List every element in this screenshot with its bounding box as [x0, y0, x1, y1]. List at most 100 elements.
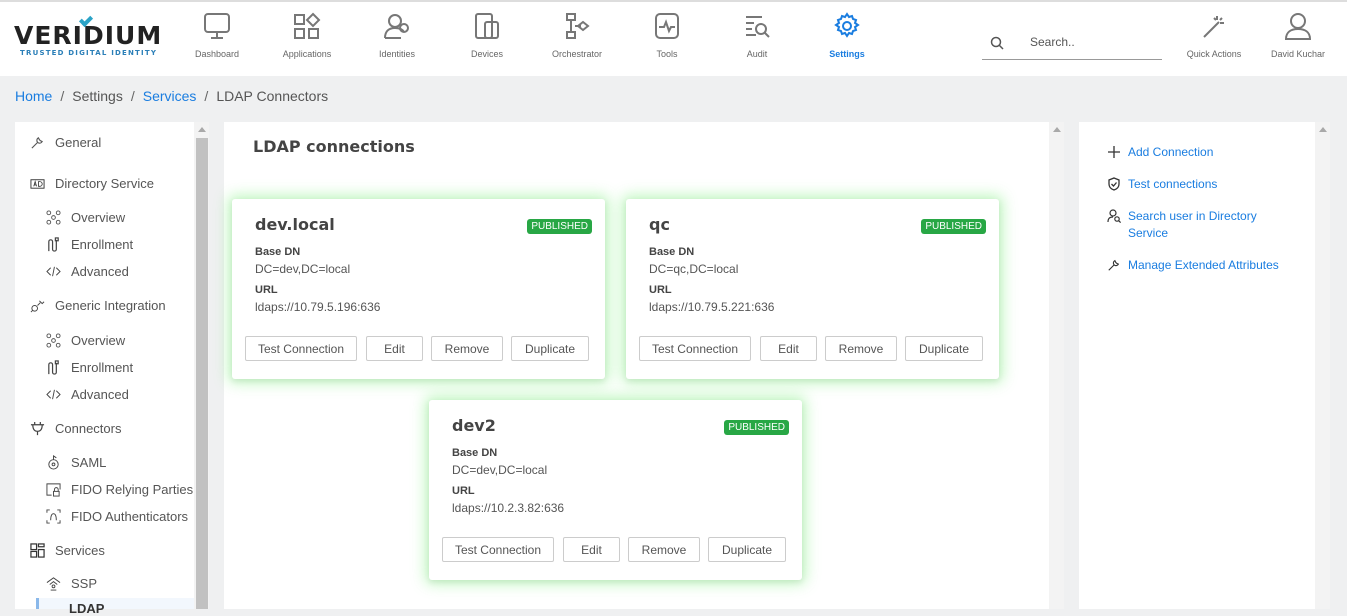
sidebar-item-saml[interactable]: SAML [46, 455, 106, 470]
sidebar-item-general[interactable]: General [30, 135, 101, 150]
duplicate-button[interactable]: Duplicate [905, 336, 983, 361]
wrench-icon [1108, 259, 1120, 271]
lock-screen-icon [46, 483, 61, 497]
nav-label: Audit [746, 49, 768, 59]
nav-applications[interactable]: Applications [265, 12, 349, 59]
sidebar-label: Overview [71, 333, 126, 348]
status-badge: PUBLISHED [527, 219, 592, 234]
settings-sidebar [15, 122, 195, 609]
breadcrumb-current: LDAP Connectors [216, 88, 329, 104]
manage-extended-attributes-link[interactable]: Manage Extended Attributes [1107, 257, 1297, 274]
user-menu[interactable]: David Kuchar [1258, 12, 1338, 59]
sidebar-item-ldap[interactable]: LDAP [36, 598, 194, 616]
scroll-up-arrow[interactable] [1319, 127, 1327, 132]
base-dn-label: Base DN [255, 246, 301, 258]
user-icon [1284, 13, 1312, 40]
nav-orchestrator[interactable]: Orchestrator [535, 12, 619, 59]
monitor-icon [204, 13, 230, 39]
url-label: URL [649, 284, 672, 296]
nav-audit[interactable]: Audit [715, 12, 799, 59]
sidebar-item-gi-overview[interactable]: Overview [46, 333, 125, 348]
enrollment-icon [48, 360, 59, 375]
sidebar-label: Advanced [71, 387, 129, 402]
sidebar-item-ds-advanced[interactable]: Advanced [46, 264, 129, 279]
remove-button[interactable]: Remove [628, 537, 700, 562]
sidebar-label: Overview [71, 210, 126, 225]
sidebar-label: Generic Integration [55, 298, 166, 313]
sidebar-label: FIDO Relying Parties [71, 482, 194, 497]
sidebar-label: Enrollment [71, 360, 134, 375]
test-connection-button[interactable]: Test Connection [639, 336, 751, 361]
base-dn-value: DC=qc,DC=local [649, 262, 739, 276]
search-user-link[interactable]: Search user in Directory Service [1107, 208, 1297, 242]
breadcrumb-home[interactable]: Home [15, 88, 53, 104]
sidebar-item-ds-enrollment[interactable]: Enrollment [46, 237, 133, 252]
test-connections-link[interactable]: Test connections [1107, 176, 1297, 193]
sidebar-label: Enrollment [71, 237, 134, 252]
overview-icon [46, 333, 61, 348]
duplicate-button[interactable]: Duplicate [708, 537, 786, 562]
sidebar-item-connectors[interactable]: Connectors [30, 421, 121, 436]
sidebar-item-directory-service[interactable]: Directory Service [30, 176, 154, 191]
sidebar-item-fido-relying-parties[interactable]: FIDO Relying Parties [46, 482, 193, 497]
users-icon [384, 14, 409, 39]
nav-identities[interactable]: Identities [355, 12, 439, 59]
sidebar-label: Directory Service [55, 176, 154, 191]
veridium-logo[interactable]: VERIDIUM TRUSTED DIGITAL IDENTITY [14, 12, 162, 58]
sidebar-label: Services [55, 543, 105, 558]
main-scrollbar[interactable] [1049, 122, 1064, 609]
test-connection-button[interactable]: Test Connection [442, 537, 554, 562]
nav-settings[interactable]: Settings [805, 12, 889, 59]
sidebar-item-gi-enrollment[interactable]: Enrollment [46, 360, 133, 375]
ad-icon [30, 179, 45, 189]
url-label: URL [452, 485, 475, 497]
sidebar-item-fido-authenticators[interactable]: FIDO Authenticators [46, 509, 188, 524]
action-label: Search user in Directory Service [1128, 209, 1257, 240]
edit-button[interactable]: Edit [366, 336, 423, 361]
sidebar-item-ds-overview[interactable]: Overview [46, 210, 125, 225]
nav-label: David Kuchar [1270, 49, 1326, 59]
sidebar-item-gi-advanced[interactable]: Advanced [46, 387, 129, 402]
actions-panel [1079, 122, 1315, 609]
sidebar-label: Connectors [55, 421, 122, 436]
sidebar-item-generic-integration[interactable]: Generic Integration [30, 298, 166, 313]
search-input[interactable]: Search.. [982, 28, 1162, 60]
test-connection-button[interactable]: Test Connection [245, 336, 357, 361]
nav-tools[interactable]: Tools [625, 12, 709, 59]
remove-button[interactable]: Remove [431, 336, 503, 361]
edit-button[interactable]: Edit [563, 537, 620, 562]
action-label: Add Connection [1128, 145, 1214, 159]
face-scan-icon [46, 509, 61, 524]
scroll-up-arrow[interactable] [198, 127, 206, 132]
nav-dashboard[interactable]: Dashboard [175, 12, 259, 59]
breadcrumb-services[interactable]: Services [142, 88, 197, 104]
url-value: ldaps://10.2.3.82:636 [452, 501, 565, 515]
action-label: Manage Extended Attributes [1128, 258, 1279, 272]
remove-button[interactable]: Remove [825, 336, 897, 361]
breadcrumb: Home / Settings / Services / LDAP Connectors [15, 88, 329, 104]
code-icon [46, 266, 61, 277]
base-dn-value: DC=dev,DC=local [452, 463, 548, 477]
devices-icon [475, 13, 499, 39]
apps-icon [294, 12, 321, 39]
add-connection-link[interactable]: Add Connection [1107, 144, 1297, 161]
connection-card: qc PUBLISHED Base DN DC=qc,DC=local URL … [626, 199, 999, 379]
edit-button[interactable]: Edit [760, 336, 817, 361]
page-title: LDAP connections [253, 137, 415, 156]
plus-icon [1108, 146, 1120, 158]
duplicate-button[interactable]: Duplicate [511, 336, 589, 361]
connection-name: dev.local [255, 215, 335, 234]
sidebar-item-ssp[interactable]: SSP [46, 576, 97, 591]
code-icon [46, 389, 61, 400]
sidebar-scroll-thumb[interactable] [196, 138, 208, 609]
quick-actions-button[interactable]: Quick Actions [1174, 12, 1254, 59]
sidebar-label: FIDO Authenticators [71, 509, 189, 524]
nav-label: Tools [656, 49, 678, 59]
actions-scrollbar[interactable] [1315, 122, 1330, 609]
sidebar-item-services[interactable]: Services [30, 543, 105, 558]
url-value: ldaps://10.79.5.221:636 [649, 300, 775, 314]
nav-label: Dashboard [194, 49, 240, 59]
scroll-up-arrow[interactable] [1053, 127, 1061, 132]
nav-devices[interactable]: Devices [445, 12, 529, 59]
url-value: ldaps://10.79.5.196:636 [255, 300, 381, 314]
